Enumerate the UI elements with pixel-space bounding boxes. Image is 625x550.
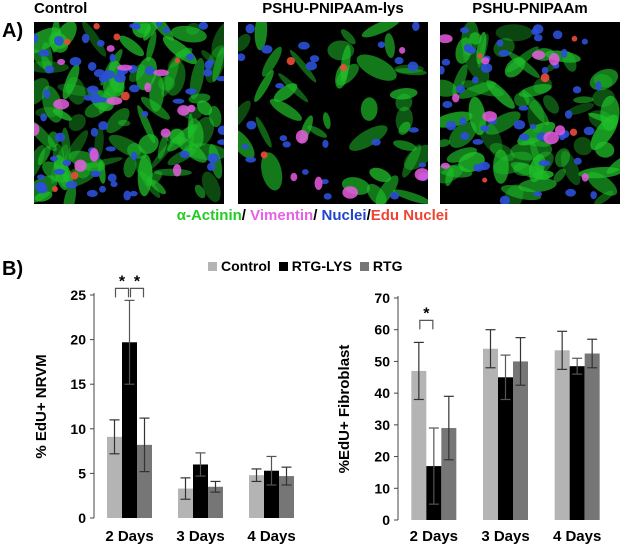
fibroblast-chart-bar-rtg-2 xyxy=(584,353,600,520)
chart-legend: Control RTG-LYS RTG xyxy=(208,256,402,276)
fibroblast-chart-category-label-1: 3 Days xyxy=(481,528,529,545)
legend-label-control: Control xyxy=(221,258,271,274)
nrvm-chart-bar-control-2 xyxy=(249,475,264,518)
fibroblast-chart-category-label-2: 4 Days xyxy=(553,528,601,545)
fibroblast-chart-y-tick-label-4: 40 xyxy=(374,385,390,401)
nrvm-chart-significance-bracket-0 xyxy=(114,287,130,298)
fibroblast-chart-y-tick-label-0: 0 xyxy=(382,512,390,528)
nrvm-chart-category-label-2: 4 Days xyxy=(247,528,295,545)
legend-item-rtg-lys: RTG-LYS xyxy=(278,258,352,274)
nrvm-chart-y-tick-label-5: 25 xyxy=(70,287,86,303)
fibroblast-chart-y-tick-label-3: 30 xyxy=(374,417,390,433)
fibroblast-chart-bar-rtg-lys-1 xyxy=(498,377,513,520)
nrvm-chart-bar-rtg-lys-0 xyxy=(122,342,137,518)
nrvm-chart-bar-control-0 xyxy=(107,436,122,518)
nrvm-chart-y-tick-label-0: 0 xyxy=(78,510,86,526)
fibroblast-chart-bar-rtg-1 xyxy=(513,361,528,520)
fibroblast-chart-significance-bracket-0 xyxy=(419,319,434,330)
panel-b-letter: B) xyxy=(2,258,24,280)
stain-legend-part-6: Edu Nuclei xyxy=(370,207,449,224)
nrvm-chart-bar-rtg-lys-2 xyxy=(264,470,279,518)
nrvm-chart-bar-rtg-2 xyxy=(279,476,294,518)
stain-legend-part-1: / xyxy=(241,207,251,224)
nrvm-chart-y-label: % EdU+ NRVM xyxy=(33,354,50,458)
panel-a-letter: A) xyxy=(2,20,24,42)
nrvm-chart-significance-label-0: * xyxy=(119,273,126,290)
stain-legend-part-4: Nuclei xyxy=(321,207,367,224)
nrvm-chart-bar-control-1 xyxy=(178,488,193,518)
micrograph-pshu-pnipaam xyxy=(440,22,620,204)
fibroblast-chart-bar-control-1 xyxy=(483,348,498,520)
image-title-pshu-pnipaam: PSHU-PNIPAAm xyxy=(472,0,588,17)
stain-legend: α-Actinin/ Vimentin/ Nuclei/Edu Nuclei xyxy=(0,207,625,224)
legend-label-rtg: RTG xyxy=(372,258,403,274)
fibroblast-chart-y-tick-label-5: 50 xyxy=(374,353,390,369)
fibroblast-chart-bar-rtg-lys-2 xyxy=(569,366,585,520)
nrvm-chart-category-label-0: 2 Days xyxy=(105,528,153,545)
stain-legend-part-2: Vimentin xyxy=(250,207,314,224)
fibroblast-chart-bar-control-0 xyxy=(411,370,427,520)
fibroblast-chart-bar-control-2 xyxy=(554,350,570,520)
legend-label-rtg-lys: RTG-LYS xyxy=(291,258,352,274)
nrvm-chart-significance-bracket-1 xyxy=(129,287,145,298)
nrvm-chart-y-tick-label-3: 15 xyxy=(70,376,86,392)
stain-legend-part-5: / xyxy=(366,207,371,224)
fibroblast-chart-y-tick-label-1: 10 xyxy=(374,480,390,496)
image-title-control: Control xyxy=(34,0,88,17)
legend-item-control: Control xyxy=(208,258,271,274)
fibroblast-chart-y-label: %EdU+ Fibroblast xyxy=(336,345,353,474)
stain-legend-part-0: α-Actinin xyxy=(176,207,242,224)
nrvm-chart-y-tick-label-1: 5 xyxy=(78,465,86,481)
fibroblast-chart-y-tick-label-7: 70 xyxy=(374,290,390,306)
legend-swatch-rtg xyxy=(359,261,369,271)
nrvm-chart-bar-rtg-lys-1 xyxy=(193,464,208,518)
fibroblast-chart-y-tick-label-2: 20 xyxy=(374,449,390,465)
fibroblast-chart-bar-rtg-lys-0 xyxy=(426,466,442,520)
legend-item-rtg: RTG xyxy=(359,258,403,274)
stain-legend-part-3: / xyxy=(313,207,322,224)
legend-swatch-rtg-lys xyxy=(278,261,288,271)
fibroblast-chart-category-label-0: 2 Days xyxy=(410,528,458,545)
micrograph-pshu-pnipaam-lys xyxy=(238,22,428,204)
micrograph-control xyxy=(34,22,224,204)
nrvm-chart-category-label-1: 3 Days xyxy=(176,528,224,545)
image-title-pshu-pnipaam-lys: PSHU-PNIPAAm-lys xyxy=(262,0,404,17)
nrvm-chart-significance-label-1: * xyxy=(134,273,141,290)
fibroblast-chart-y-tick-label-6: 60 xyxy=(374,322,390,338)
nrvm-chart-bar-rtg-0 xyxy=(137,444,152,518)
nrvm-chart-y-tick-label-4: 20 xyxy=(70,332,86,348)
legend-swatch-control xyxy=(208,261,217,271)
nrvm-chart-bar-rtg-1 xyxy=(208,486,223,518)
nrvm-chart-y-tick-label-2: 10 xyxy=(70,421,86,437)
fibroblast-chart-bar-rtg-0 xyxy=(441,428,457,520)
fibroblast-chart-significance-label-0: * xyxy=(423,305,430,322)
